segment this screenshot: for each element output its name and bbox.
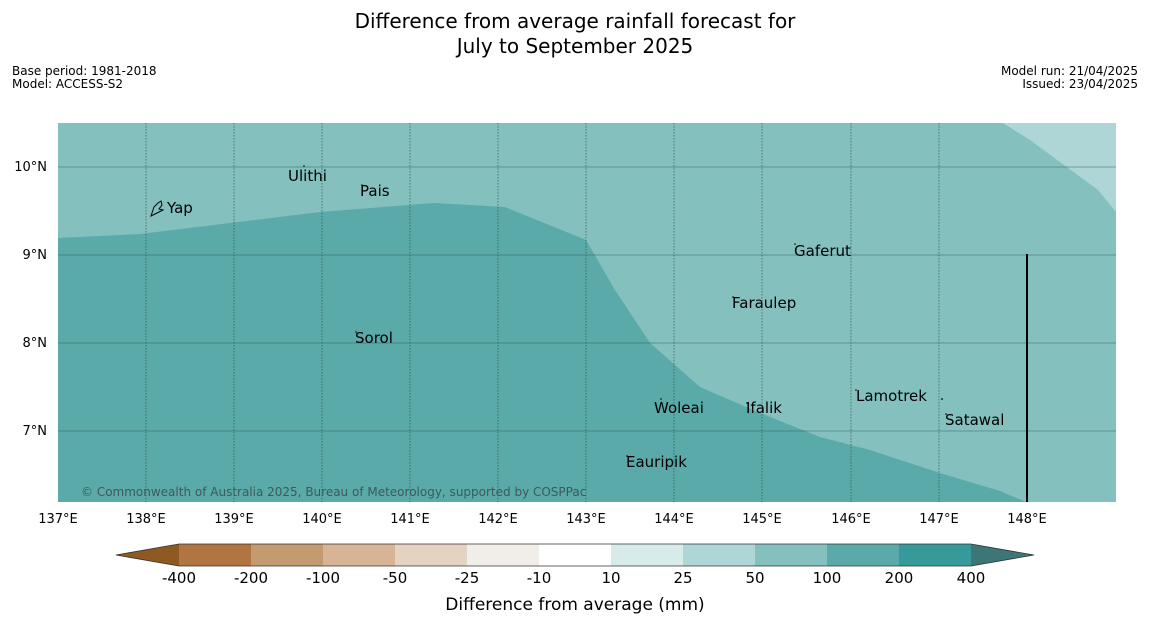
colorbar-tick-label: -50 <box>383 569 408 587</box>
lon-tick-label: 143°E <box>566 512 606 527</box>
latitude-tick-labels: 10°N 9°N 8°N 7°N <box>14 160 47 439</box>
lat-tick-label: 7°N <box>23 424 48 439</box>
colorbar-segment <box>827 544 899 566</box>
place-label: Woleai <box>654 399 704 417</box>
colorbar-segment <box>539 544 611 566</box>
lon-tick-label: 144°E <box>654 512 694 527</box>
model-run-label: Model run: 21/04/2025 <box>1000 64 1138 78</box>
colorbar-right-arrow <box>971 544 1034 566</box>
colorbar-tick-label: -10 <box>527 569 552 587</box>
latitude-gridlines <box>58 166 1116 432</box>
place-label: Eauripik <box>626 453 687 471</box>
place-label: Satawal <box>945 411 1004 429</box>
longitude-tick-labels: 137°E 138°E 139°E 140°E 141°E 142°E 143°… <box>38 512 1047 527</box>
colorbar-segment <box>323 544 395 566</box>
lon-tick-label: 146°E <box>831 512 871 527</box>
colorbar-tick-label: -200 <box>234 569 268 587</box>
map-panel: Yap Ulithi Pais Gaferut Faraulep Sorol L… <box>58 123 1116 502</box>
colorbar-left-arrow <box>116 544 179 566</box>
colorbar-segment <box>899 544 971 566</box>
region-200-400 <box>58 203 1026 502</box>
lat-tick-label: 9°N <box>23 248 48 263</box>
colorbar-tick-label: -25 <box>455 569 480 587</box>
longitude-gridlines <box>145 123 940 502</box>
colorbar-tick-label: 25 <box>673 569 692 587</box>
lon-tick-label: 137°E <box>38 512 78 527</box>
colorbar-tick-label: -100 <box>306 569 340 587</box>
issued-label: Issued: 23/04/2025 <box>1022 77 1138 91</box>
colorbar-segment <box>683 544 755 566</box>
colorbar-segment <box>611 544 683 566</box>
lon-tick-label: 148°E <box>1007 512 1047 527</box>
colorbar-tick-label: 50 <box>745 569 764 587</box>
place-label: Yap <box>166 199 193 217</box>
colorbar-segment <box>395 544 467 566</box>
meta-right: Model run: 21/04/2025 Issued: 23/04/2025 <box>1001 65 1138 91</box>
base-period-label: Base period: 1981-2018 <box>12 64 157 78</box>
colorbar-title: Difference from average (mm) <box>445 595 704 615</box>
lon-tick-label: 139°E <box>214 512 254 527</box>
place-label: Pais <box>360 182 390 200</box>
lon-tick-label: 147°E <box>919 512 959 527</box>
place-label: Faraulep <box>732 294 796 312</box>
colorbar-segment <box>179 544 251 566</box>
copyright-text: © Commonwealth of Australia 2025, Bureau… <box>81 485 586 499</box>
colorbar-labels: -400 -200 -100 -50 -25 -10 10 25 50 100 … <box>162 569 985 587</box>
colorbar-tick-label: 100 <box>813 569 842 587</box>
map-title-line1: Difference from average rainfall forecas… <box>354 9 796 33</box>
place-label: Ifalik <box>746 399 782 417</box>
place-label: Lamotrek <box>856 387 927 405</box>
lon-tick-label: 138°E <box>126 512 166 527</box>
lat-tick-label: 8°N <box>23 336 48 351</box>
model-label: Model: ACCESS-S2 <box>12 77 124 91</box>
lon-tick-label: 141°E <box>390 512 430 527</box>
meta-left: Base period: 1981-2018 Model: ACCESS-S2 <box>12 65 157 91</box>
map-title-line2: July to September 2025 <box>456 34 694 58</box>
island-markers <box>303 165 947 457</box>
colorbar-tick-label: 200 <box>885 569 914 587</box>
colorbar-segment <box>467 544 539 566</box>
lon-tick-label: 145°E <box>742 512 782 527</box>
colorbar-segment <box>251 544 323 566</box>
region-50-100 <box>1003 123 1116 212</box>
colorbar-outline <box>115 543 1035 567</box>
yap-island-outline <box>150 200 165 217</box>
place-label: Ulithi <box>288 167 327 185</box>
colorbar-tick-label: 10 <box>601 569 620 587</box>
colorbar-tick-label: 400 <box>957 569 986 587</box>
lat-tick-label: 10°N <box>14 160 47 175</box>
colorbar-tick-label: -400 <box>162 569 196 587</box>
lon-tick-label: 140°E <box>302 512 342 527</box>
colorbar <box>115 543 1035 567</box>
place-label: Sorol <box>355 329 393 347</box>
colorbar-segment <box>755 544 827 566</box>
lon-tick-label: 142°E <box>478 512 518 527</box>
place-label: Gaferut <box>794 242 851 260</box>
